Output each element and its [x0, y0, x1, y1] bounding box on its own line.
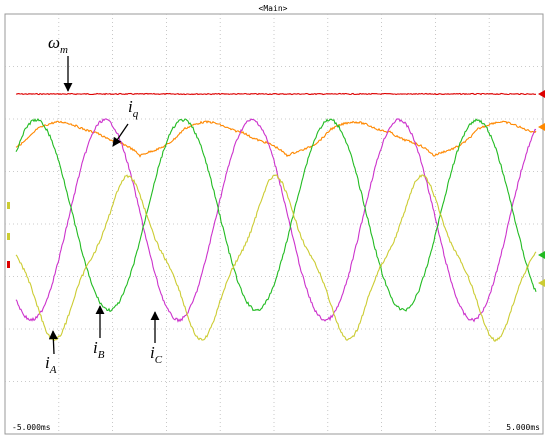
waveform	[15, 174, 537, 342]
header-title: <Main>	[259, 4, 288, 13]
subscript: C	[155, 354, 163, 366]
waveform	[15, 92, 536, 96]
label-omega-m: ωm	[48, 33, 68, 56]
symbol: i	[128, 97, 133, 116]
label-ib: iB	[93, 338, 105, 361]
waveform	[15, 118, 537, 323]
marker	[538, 279, 545, 287]
arrow	[48, 330, 58, 355]
marker	[7, 261, 10, 268]
marker	[538, 251, 545, 259]
marker	[538, 90, 545, 98]
subscript: A	[49, 364, 57, 376]
grid	[5, 14, 543, 434]
label-ic: iC	[150, 343, 163, 366]
subscript: m	[60, 44, 68, 56]
waveforms	[15, 92, 537, 342]
marker	[7, 233, 10, 240]
label-iq: iq	[128, 97, 139, 120]
marker	[538, 123, 545, 131]
arrow	[112, 123, 129, 147]
marker	[7, 202, 10, 209]
label-ia: iA	[45, 353, 57, 376]
time-left: -5.000ms	[12, 423, 51, 432]
subscript: B	[98, 349, 105, 361]
symbol: i	[45, 353, 50, 372]
symbol: ω	[48, 33, 60, 52]
subscript: q	[133, 108, 139, 120]
symbol: i	[150, 343, 155, 362]
symbol: i	[93, 338, 98, 357]
time-right: 5.000ms	[506, 423, 540, 432]
waveform	[15, 120, 537, 158]
